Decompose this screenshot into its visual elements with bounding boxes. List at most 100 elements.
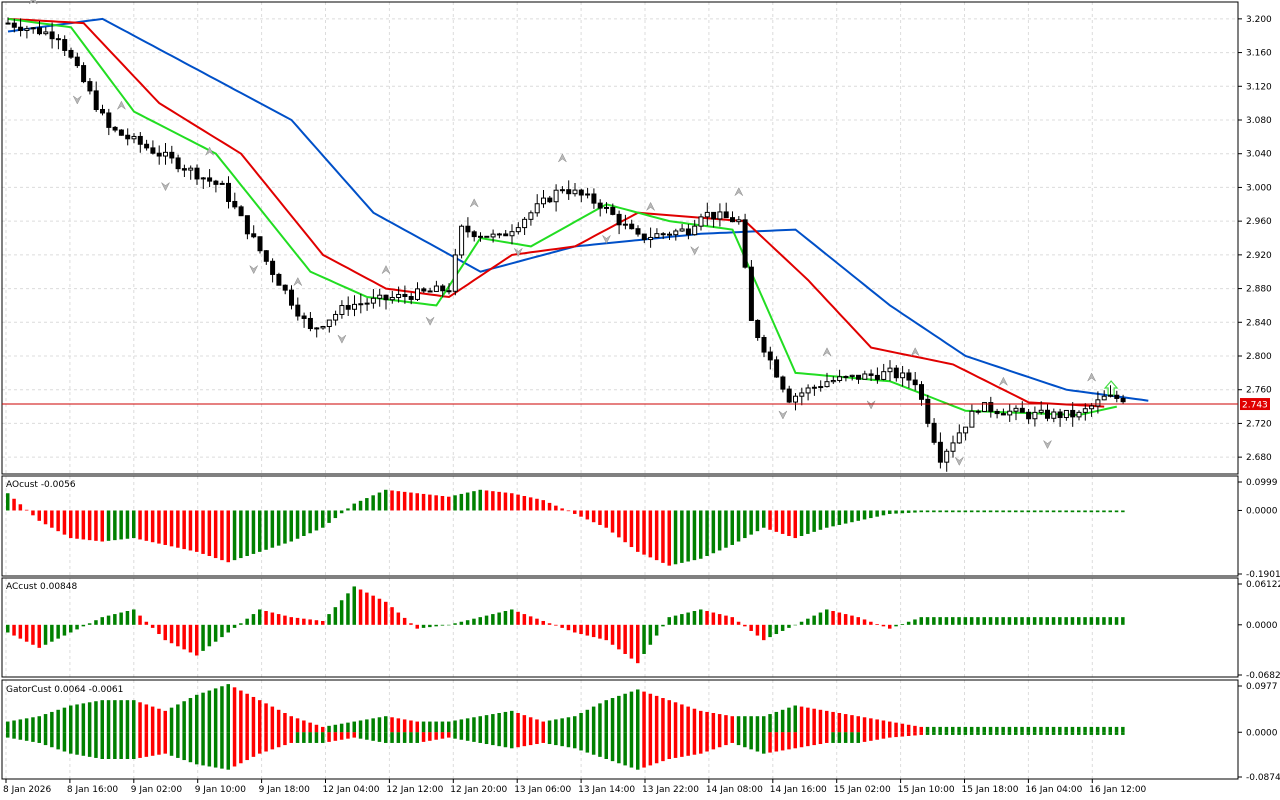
gator-down-bar — [346, 732, 350, 739]
candle-body — [755, 319, 761, 339]
y-tick-label: 2.800 — [1246, 352, 1272, 362]
ac-bar — [560, 624, 564, 628]
candle-body — [433, 285, 439, 292]
ao-bar — [169, 510, 174, 547]
gator-down-bar — [780, 732, 785, 751]
ac-title: ACcust 0.00848 — [6, 582, 78, 592]
gator-up-bar — [812, 708, 816, 733]
gator-up-bar — [780, 709, 785, 733]
y-tick-label: 3.040 — [1246, 150, 1272, 160]
candle-body — [648, 236, 654, 241]
candle-body — [18, 26, 24, 31]
gator-up-bar — [951, 726, 955, 733]
ao-bar — [62, 510, 67, 535]
ao-bar — [831, 510, 835, 527]
gator-up-bar — [308, 722, 312, 733]
ao-bar — [434, 495, 438, 511]
ao-bar — [245, 510, 249, 556]
gator-down-bar — [384, 732, 388, 743]
ao-bar — [762, 510, 766, 528]
candle-body — [824, 381, 830, 388]
fractal-down-marker — [955, 457, 964, 466]
ac-bar — [661, 624, 665, 627]
gator-up-bar — [862, 717, 867, 733]
candle-body — [1095, 399, 1101, 407]
ao-bar — [415, 493, 419, 511]
gator-up-bar — [881, 720, 886, 733]
gator-down-bar — [888, 732, 892, 738]
gator-up-bar — [251, 696, 256, 733]
ao-bar — [774, 510, 779, 532]
ac-bar — [699, 609, 703, 625]
gator-down-bar — [925, 732, 930, 735]
y-tick-label: 2.720 — [1246, 419, 1272, 429]
ao-bar — [321, 510, 325, 528]
ao-bar — [888, 510, 892, 514]
price-candles[interactable] — [5, 17, 1126, 472]
gator-down-bar — [18, 732, 23, 740]
ao-bar — [856, 510, 860, 521]
candle-body — [704, 211, 710, 218]
ac-bar — [1001, 617, 1005, 625]
ac-bar — [390, 607, 394, 625]
gator-up-bar — [831, 711, 835, 733]
candle-body — [830, 379, 836, 383]
fractal-up-marker — [646, 201, 655, 211]
candle-body — [282, 284, 288, 291]
gator-up-bar — [547, 720, 552, 733]
gator-down-bar — [629, 732, 634, 768]
candle-body — [622, 223, 628, 226]
gator-up-bar — [799, 706, 804, 733]
gator-up-bar — [258, 700, 262, 733]
gator-up-bar — [957, 726, 961, 733]
gator-up-bar — [566, 717, 571, 733]
gator-down-bar — [1026, 732, 1031, 735]
gator-down-bar — [81, 732, 86, 756]
ao-bar — [371, 495, 375, 511]
gator-up-bar — [6, 721, 10, 733]
fractal-up-marker — [1087, 372, 1096, 382]
y-tick-label: 2.960 — [1246, 217, 1272, 227]
gator-up-bar — [1070, 726, 1075, 733]
ac-bar — [1058, 617, 1062, 625]
ao-bar — [944, 510, 949, 513]
gator-up-bar — [762, 716, 766, 733]
ac-bar — [591, 624, 596, 638]
candle-body — [226, 182, 231, 202]
ac-bar — [176, 624, 180, 647]
gator-up-bar — [138, 702, 142, 733]
candle-body — [276, 273, 282, 286]
ao-bar — [604, 510, 608, 528]
ac-bar — [1014, 617, 1018, 625]
candle-body — [660, 233, 666, 236]
ac-bar — [18, 624, 23, 639]
ao-bar — [50, 510, 54, 528]
gator-up-bar — [1083, 726, 1087, 733]
gator-down-bar — [377, 732, 382, 742]
ao-bar — [699, 510, 703, 559]
gator-down-bar — [459, 732, 464, 740]
ao-bar — [24, 509, 29, 511]
candle-body — [698, 216, 704, 227]
gator-up-bar — [522, 715, 527, 733]
gator-down-bar — [900, 732, 905, 737]
gator-up-bar — [176, 704, 180, 733]
gator-down-bar — [251, 732, 256, 757]
ac-bar — [447, 624, 451, 626]
gator-down-bar — [113, 732, 117, 759]
ac-bar — [812, 615, 816, 625]
gator-up-bar — [69, 705, 73, 733]
ac-bar — [724, 615, 728, 625]
gator-up-bar — [573, 716, 577, 733]
ac-bar — [484, 615, 489, 625]
gator-up-bar — [724, 715, 728, 733]
fractal-down-marker — [778, 410, 788, 420]
gator-down-bar — [1051, 732, 1056, 735]
ao-bar — [938, 510, 942, 513]
ao-bar — [132, 510, 136, 539]
gator-down-bar — [724, 732, 728, 746]
gator-up-bar — [749, 716, 753, 733]
gator-up-bar — [62, 707, 67, 733]
ao-bar — [440, 496, 445, 511]
